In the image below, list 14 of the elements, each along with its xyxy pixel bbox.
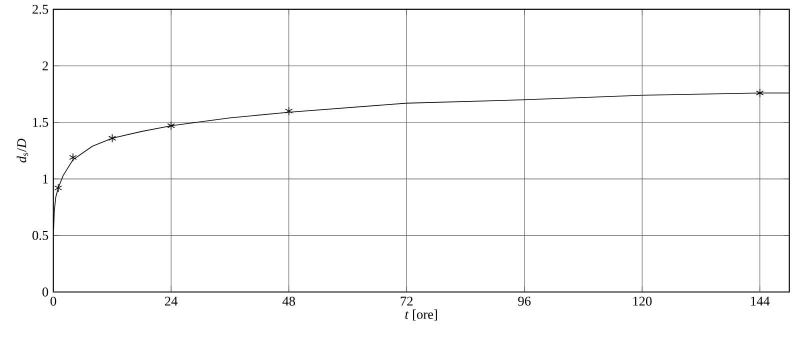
x-axis-title: t [ore] <box>405 310 437 321</box>
y-tick-label: 2 <box>42 61 48 70</box>
y-tick-label: 0 <box>42 287 48 296</box>
y-tick-label: 1 <box>43 174 48 184</box>
x-tick-label: 144 <box>751 296 770 306</box>
x-tick-label: 96 <box>518 296 531 306</box>
x-tick-label: 24 <box>165 296 178 306</box>
y-tick-label: 2.5 <box>32 4 48 14</box>
x-tick-label: 48 <box>282 296 296 306</box>
x-tick-label: 120 <box>633 296 652 306</box>
y-tick-label: 0.5 <box>32 230 48 240</box>
y-tick-label: 1.5 <box>33 118 48 127</box>
x-tick-label: 72 <box>400 296 413 306</box>
x-tick-label: 0 <box>50 296 56 306</box>
